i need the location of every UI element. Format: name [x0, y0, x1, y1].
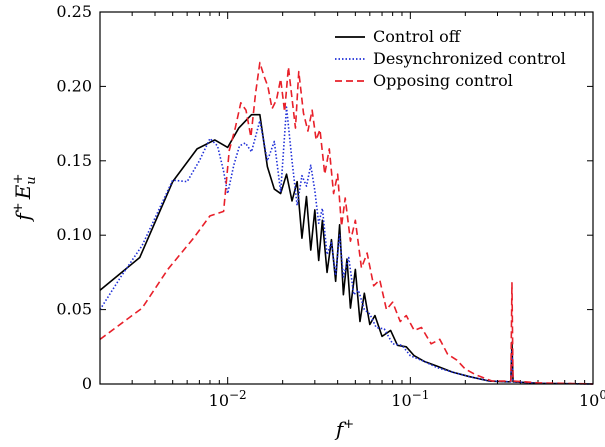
legend-label: Control off: [373, 27, 462, 46]
y-tick-label: 0: [82, 374, 92, 393]
x-tick-label: 100: [579, 388, 605, 410]
x-tick-label-exponent: 0: [599, 388, 605, 402]
legend-label: Desynchronized control: [373, 49, 566, 68]
x-tick-label: 10−1: [391, 388, 429, 410]
x-tick-label-exponent: −2: [229, 388, 247, 402]
y-axis-title-sub: u: [24, 176, 39, 184]
y-axis-title: f+Eu+: [11, 173, 39, 222]
legend-label: Opposing control: [373, 71, 513, 90]
y-tick-label: 0.25: [56, 2, 92, 21]
y-tick-label: 0.10: [56, 225, 92, 244]
y-axis-title-main-2: E: [11, 184, 35, 200]
y-tick-label: 0.05: [56, 300, 92, 319]
x-tick-label-base: 10: [391, 391, 411, 410]
x-tick-label-base: 10: [579, 391, 599, 410]
x-tick-label-exponent: −1: [412, 388, 430, 402]
x-tick-label-base: 10: [209, 391, 229, 410]
y-tick-label: 0.15: [56, 151, 92, 170]
plot-frame: [99, 11, 594, 385]
x-axis-title-sup: +: [343, 417, 354, 432]
legend: Control off Desynchronized control Opposin…: [335, 27, 566, 90]
series-line-2: [99, 61, 594, 385]
series-layer: [99, 61, 594, 385]
y-axis-title-sup: +: [11, 202, 26, 213]
y-tick-label: 0.20: [56, 76, 92, 95]
y-axis-title-sub-sup: +: [11, 173, 26, 184]
x-tick-label: 10−2: [209, 388, 247, 410]
